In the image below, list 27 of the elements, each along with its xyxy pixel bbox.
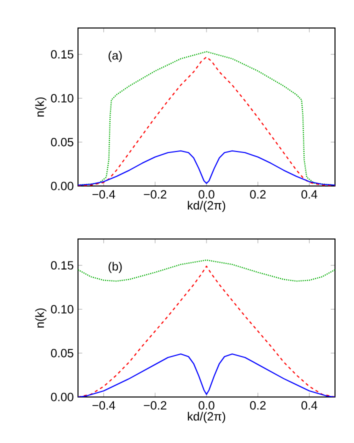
x-tick-label: −0.2 bbox=[144, 401, 166, 410]
x-tick-label: 0.0 bbox=[198, 190, 214, 199]
x-axis-title: kd/(2π) bbox=[188, 200, 226, 212]
y-tick-label: 0.15 bbox=[51, 50, 74, 59]
x-tick-label: −0.4 bbox=[92, 401, 116, 410]
annotation: (b) bbox=[108, 262, 122, 273]
line-series bbox=[78, 353, 336, 397]
line-series bbox=[78, 260, 336, 282]
y-tick-label: 0.00 bbox=[51, 182, 74, 190]
x-tick-label: 0.4 bbox=[301, 190, 318, 199]
annotation: (a) bbox=[108, 50, 122, 62]
y-tick-label: 0.10 bbox=[51, 304, 74, 314]
y-tick-label: 0.10 bbox=[51, 94, 74, 102]
y-tick-label: 0.05 bbox=[51, 348, 74, 358]
x-tick-label: 0.4 bbox=[301, 401, 318, 410]
x-tick-label: 0.2 bbox=[250, 401, 266, 410]
x-tick-label: −0.4 bbox=[92, 190, 116, 199]
x-tick-label: 0.2 bbox=[250, 190, 266, 199]
line-series bbox=[78, 150, 336, 186]
y-axis-title: n(k) bbox=[35, 308, 46, 328]
x-tick-label: −0.2 bbox=[144, 190, 166, 199]
y-tick-label: 0.00 bbox=[51, 392, 74, 402]
y-axis-title: n(k) bbox=[35, 97, 46, 116]
y-tick-label: 0.15 bbox=[51, 261, 74, 270]
y-tick-label: 0.05 bbox=[51, 138, 74, 146]
x-tick-label: 0.0 bbox=[198, 401, 214, 410]
x-axis-title: kd/(2π) bbox=[188, 412, 226, 423]
